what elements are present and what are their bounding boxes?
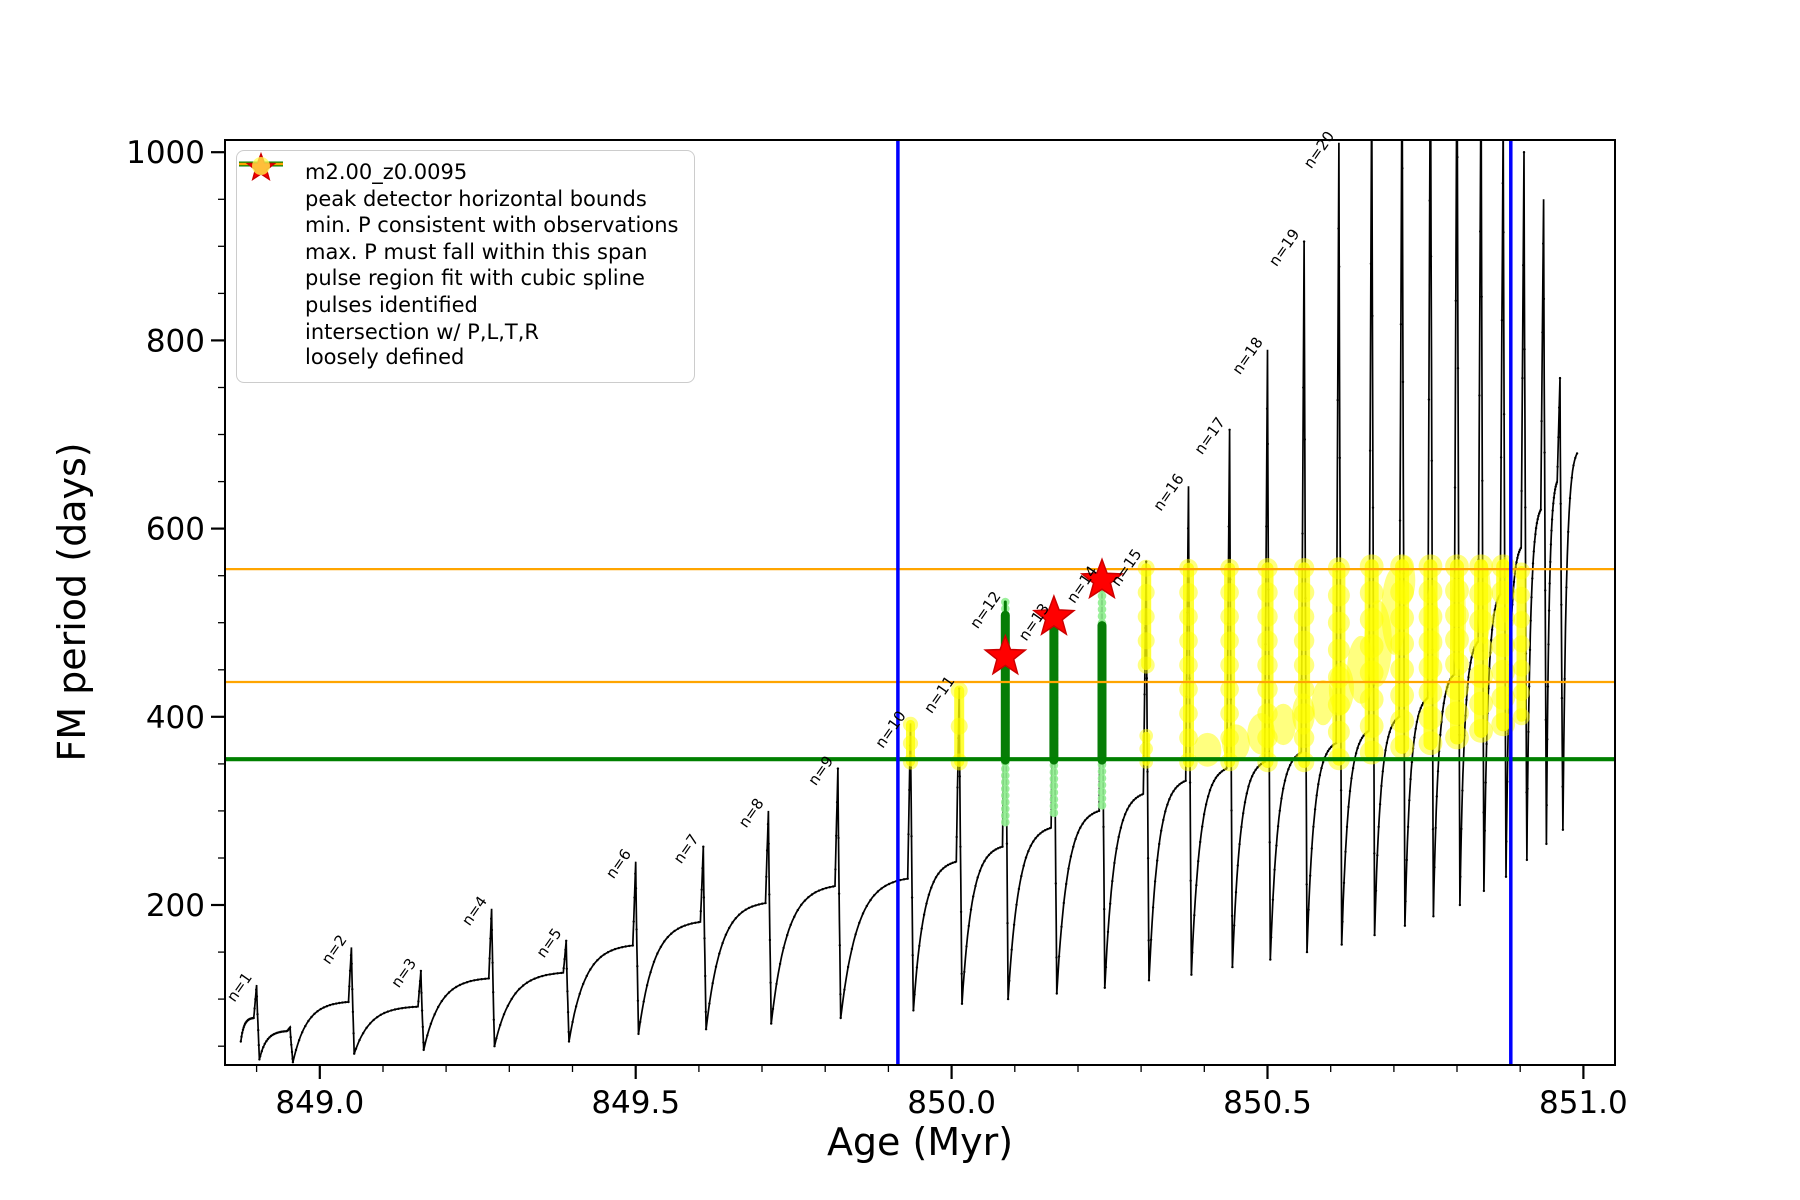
pulse-label: n=8 [735,795,768,831]
legend-label-min-p: min. P consistent with observations [305,213,679,238]
legend-item-max-p: max. P must fall within this span [239,162,678,266]
x-tick-label: 851.0 [1539,1085,1628,1121]
y-tick-label: 800 [146,323,205,359]
x-tick-label: 850.5 [1223,1085,1312,1121]
legend-item-peak-bounds: peak detector horizontal bounds [239,161,678,213]
legend-item-intersection: intersection w/ P,L,T,R loosely defined [245,157,678,371]
legend-label-spline: pulse region fit with cubic spline [305,266,645,291]
x-tick-label: 849.0 [275,1085,364,1121]
plot-area [239,140,1579,1064]
pulse-label: n=1 [223,969,256,1005]
series-curve [239,140,1578,1063]
y-tick-label: 1000 [126,135,205,171]
x-axis-label: Age (Myr) [826,1120,1014,1164]
pulse-star [1031,593,1076,636]
y-axis-label: FM period (days) [50,442,94,762]
pulse-label: n=18 [1228,334,1266,378]
legend-label-series: m2.00_z0.0095 [305,160,468,184]
pulse-label: n=19 [1265,226,1303,270]
x-tick-label: 849.5 [591,1085,680,1121]
legend-label-pulses: pulses identified [305,293,478,318]
legend: m2.00_z0.0095 peak detector horizontal b… [236,150,696,383]
pulse-star [983,633,1028,676]
pulse-label: n=16 [1149,470,1187,514]
pulse-label: n=7 [670,831,703,867]
pulse-star [1079,557,1124,600]
axes-frame [224,139,1616,1066]
y-tick-label: 600 [146,512,205,548]
pulse-label: n=12 [966,588,1004,632]
y-tick-label: 400 [146,700,205,736]
pulse-label: n=6 [602,846,635,882]
legend-label-peak-bounds: peak detector horizontal bounds [305,186,647,211]
pulse-label: n=2 [318,931,351,967]
pulse-label: n=20 [1300,128,1338,172]
legend-item-pulses: pulses identified [245,151,678,319]
x-tick-label: 850.0 [907,1085,996,1121]
pulse-label: n=5 [533,925,566,961]
pulse-label: n=4 [458,893,491,929]
legend-label-intersection: intersection w/ P,L,T,R loosely defined [305,319,539,370]
pulse-label: n=17 [1191,414,1229,458]
series-markers [239,151,1579,1064]
legend-item-series: m2.00_z0.0095 [239,160,678,186]
intersection-region [902,554,1530,773]
legend-label-max-p: max. P must fall within this span [305,239,648,264]
y-tick-label: 200 [146,888,205,924]
legend-item-min-p: min. P consistent with observations [239,161,679,239]
pulse-label: n=3 [387,955,420,991]
legend-item-spline: pulse region fit with cubic spline [245,159,678,292]
